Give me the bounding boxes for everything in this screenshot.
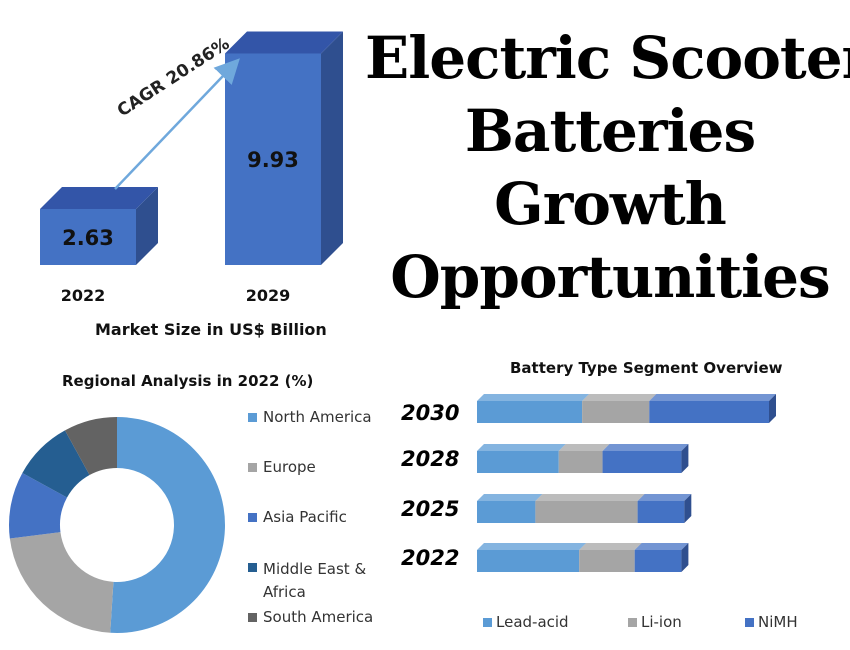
donut-slice-europe	[9, 532, 114, 633]
hbar-top-2028-lead-acid	[477, 444, 566, 451]
bar-front-2029	[225, 53, 321, 266]
title-line-4: Opportunities	[390, 243, 830, 311]
hbar-2028-li-ion	[558, 451, 603, 473]
cagr-label: CAGR 20.86%	[114, 34, 233, 121]
cagr-arrow	[114, 58, 240, 190]
hbar-top-2030-li-ion	[582, 394, 657, 401]
title-line-1: Electric Scooter	[365, 24, 850, 92]
hbar-2025-lead-acid	[477, 501, 536, 523]
hbar-end-2030	[769, 394, 776, 423]
market-size-chart: 2.63 2022 9.93 2029 CAGR 20.86%	[40, 31, 343, 305]
battery-type-chart	[477, 394, 776, 572]
year-label-2025: 2025	[401, 497, 460, 521]
bar-side-2029	[321, 31, 343, 266]
hbar-2025-nimh	[637, 501, 685, 523]
legend-swatch-nimh	[745, 618, 754, 627]
hbar-2028-nimh	[602, 451, 682, 473]
bar-front-2022	[40, 208, 136, 265]
battery-type-title: Battery Type Segment Overview	[510, 359, 783, 377]
hbar-2030-lead-acid	[477, 401, 583, 423]
hbar-top-2025-nimh	[637, 494, 692, 501]
hbar-2030-li-ion	[582, 401, 650, 423]
hbar-top-2022-lead-acid	[477, 543, 587, 550]
hbar-top-2030-lead-acid	[477, 394, 590, 401]
legend-swatch-south-america	[248, 613, 257, 622]
bar-top-2022	[40, 186, 158, 209]
bar-top-2029	[225, 31, 343, 54]
legend-swatch-asia-pacific	[248, 513, 257, 522]
hbar-2025-li-ion	[535, 501, 638, 523]
donut-slice-south-america	[64, 417, 117, 476]
bar-side-2022	[136, 186, 158, 265]
legend-swatch-north-america	[248, 413, 257, 422]
hbar-top-2028-li-ion	[558, 444, 610, 451]
bar-value-2029: 9.93	[247, 148, 299, 172]
hbar-top-2025-li-ion	[535, 494, 645, 501]
legend-label-nimh: NiMH	[758, 613, 798, 631]
legend-label-south-america: South America	[263, 608, 374, 626]
legend-label-lead-acid: Lead-acid	[496, 613, 569, 631]
bar-category-2029: 2029	[246, 286, 291, 305]
market-size-xlabel: Market Size in US$ Billion	[95, 320, 327, 339]
legend-swatch-middle-east-africa	[248, 563, 257, 572]
bar-value-2022: 2.63	[62, 226, 114, 250]
hbar-top-2028-nimh	[602, 444, 689, 451]
year-label-2030: 2030	[401, 401, 460, 425]
legend-swatch-lead-acid	[483, 618, 492, 627]
hbar-end-2025	[684, 494, 692, 523]
legend-swatch-li-ion	[628, 618, 637, 627]
hbar-top-2030-nimh	[649, 394, 776, 401]
hbar-top-2022-nimh	[634, 543, 689, 550]
title-line-3: Growth	[494, 170, 727, 238]
donut-slice-middle-east-africa	[22, 430, 90, 498]
year-label-2028: 2028	[401, 447, 460, 471]
regional-title: Regional Analysis in 2022 (%)	[62, 372, 314, 390]
hbar-2028-lead-acid	[477, 451, 559, 473]
hbar-end-2028	[681, 444, 689, 473]
legend-label-north-america: North America	[263, 408, 372, 426]
year-label-2022: 2022	[401, 546, 460, 570]
regional-donut-chart	[8, 417, 226, 634]
legend-label-li-ion: Li-ion	[641, 613, 682, 631]
legend-label-asia-pacific: Asia Pacific	[263, 508, 347, 526]
legend-label-europe: Europe	[263, 458, 316, 476]
hbar-2022-lead-acid	[477, 550, 580, 572]
hbar-top-2022-li-ion	[579, 543, 642, 550]
hbar-top-2025-lead-acid	[477, 494, 543, 501]
donut-slice-north-america	[110, 417, 226, 634]
hbar-end-2022	[681, 543, 689, 572]
hbar-2030-nimh	[649, 401, 769, 423]
page-title: Electric Scooter Batteries Growth Opport…	[365, 22, 850, 314]
legend-label-middle-east-africa: Middle East & Africa	[263, 560, 367, 601]
legend-swatch-europe	[248, 463, 257, 472]
donut-slice-asia-pacific	[8, 472, 68, 539]
hbar-2022-nimh	[634, 550, 682, 572]
hbar-2022-li-ion	[579, 550, 635, 572]
bar-category-2022: 2022	[61, 286, 106, 305]
title-line-2: Batteries	[464, 97, 756, 165]
